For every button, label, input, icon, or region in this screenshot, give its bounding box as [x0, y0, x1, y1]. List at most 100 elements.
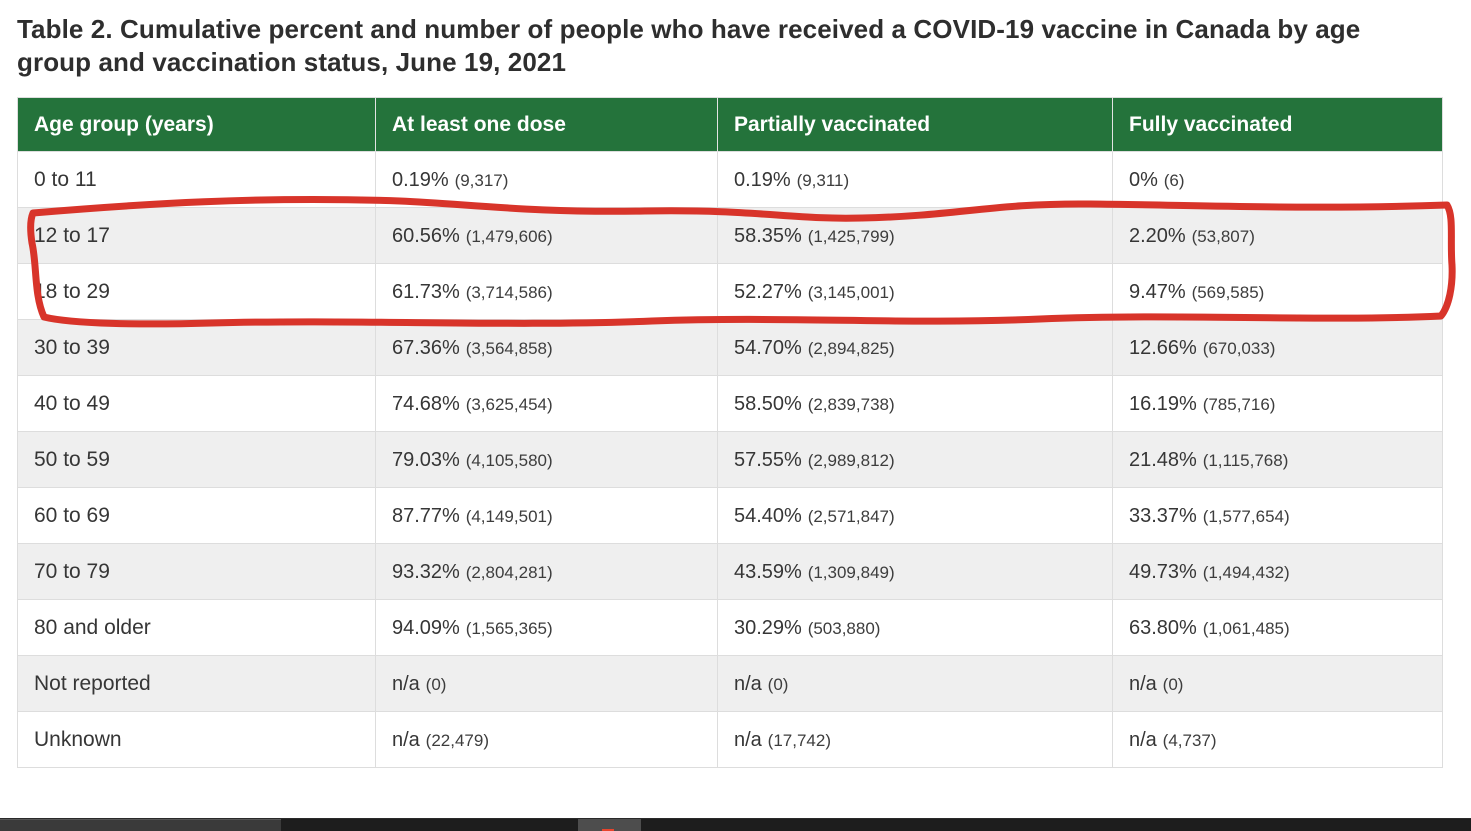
value-cell: 2.20% (53,807): [1112, 207, 1443, 264]
value-cell: 93.32% (2,804,281): [375, 543, 718, 600]
table-row: Unknown n/a (22,479) n/a (17,742) n/a (4…: [17, 711, 1443, 768]
count-value: (0): [1162, 674, 1184, 694]
count-value: (2,989,812): [807, 450, 895, 470]
percent-value: 54.70%: [734, 336, 802, 359]
count-value: (785,716): [1202, 394, 1276, 414]
percent-value: 87.77%: [392, 504, 460, 527]
taskbar-left-segment[interactable]: [0, 819, 281, 831]
column-header-age-group: Age group (years): [17, 97, 376, 152]
count-value: (0): [425, 674, 447, 694]
percent-value: 52.27%: [734, 280, 802, 303]
count-value: (3,625,454): [465, 394, 553, 414]
table-row-highlighted: 12 to 17 60.56% (1,479,606) 58.35% (1,42…: [17, 207, 1443, 264]
percent-value: 67.36%: [392, 336, 460, 359]
value-cell: 87.77% (4,149,501): [375, 487, 718, 544]
count-value: (1,309,849): [807, 562, 895, 582]
count-value: (3,145,001): [807, 282, 895, 302]
percent-value: 43.59%: [734, 560, 802, 583]
value-cell: 54.70% (2,894,825): [717, 319, 1113, 376]
count-value: (1,577,654): [1202, 506, 1290, 526]
percent-value: 2.20%: [1129, 224, 1186, 247]
header-row: Age group (years) At least one dose Part…: [17, 97, 1443, 152]
column-header-one-dose: At least one dose: [375, 97, 718, 152]
count-value: (6): [1163, 170, 1185, 190]
count-value: (9,317): [454, 170, 509, 190]
count-value: (1,425,799): [807, 226, 895, 246]
value-cell: 0.19% (9,311): [717, 151, 1113, 208]
page-title: Table 2. Cumulative percent and number o…: [17, 14, 1361, 78]
value-cell: 43.59% (1,309,849): [717, 543, 1113, 600]
percent-value: 61.73%: [392, 280, 460, 303]
table-row-highlighted: 18 to 29 61.73% (3,714,586) 52.27% (3,14…: [17, 263, 1443, 320]
percent-value: 93.32%: [392, 560, 460, 583]
vaccination-table-container: Age group (years) At least one dose Part…: [17, 97, 1443, 768]
value-cell: 74.68% (3,625,454): [375, 375, 718, 432]
count-value: (2,894,825): [807, 338, 895, 358]
table-row: 70 to 79 93.32% (2,804,281) 43.59% (1,30…: [17, 543, 1443, 600]
value-cell: 61.73% (3,714,586): [375, 263, 718, 320]
table-row: Not reported n/a (0) n/a (0) n/a (0): [17, 655, 1443, 712]
count-value: (3,564,858): [465, 338, 553, 358]
count-value: (22,479): [425, 730, 489, 750]
count-value: (1,479,606): [465, 226, 553, 246]
value-cell: n/a (4,737): [1112, 711, 1443, 768]
percent-value: 21.48%: [1129, 448, 1197, 471]
percent-value: 57.55%: [734, 448, 802, 471]
value-cell: 0.19% (9,317): [375, 151, 718, 208]
table-row: 30 to 39 67.36% (3,564,858) 54.70% (2,89…: [17, 319, 1443, 376]
table-row: 60 to 69 87.77% (4,149,501) 54.40% (2,57…: [17, 487, 1443, 544]
value-cell: 9.47% (569,585): [1112, 263, 1443, 320]
count-value: (1,115,768): [1202, 450, 1289, 470]
value-cell: n/a (0): [375, 655, 718, 712]
value-cell: 60.56% (1,479,606): [375, 207, 718, 264]
percent-value: 74.68%: [392, 392, 460, 415]
percent-value: n/a: [392, 728, 420, 751]
count-value: (503,880): [807, 618, 881, 638]
age-group-cell: 40 to 49: [17, 375, 376, 432]
vaccination-table: Age group (years) At least one dose Part…: [17, 97, 1443, 768]
percent-value: n/a: [1129, 672, 1157, 695]
age-group-cell: 0 to 11: [17, 151, 376, 208]
count-value: (4,149,501): [465, 506, 553, 526]
count-value: (2,839,738): [807, 394, 895, 414]
active-app-indicator: [602, 829, 614, 831]
percent-value: n/a: [392, 672, 420, 695]
age-group-cell: 30 to 39: [17, 319, 376, 376]
value-cell: n/a (0): [717, 655, 1113, 712]
count-value: (2,571,847): [807, 506, 895, 526]
value-cell: 0% (6): [1112, 151, 1443, 208]
value-cell: 54.40% (2,571,847): [717, 487, 1113, 544]
percent-value: n/a: [1129, 728, 1157, 751]
count-value: (4,105,580): [465, 450, 553, 470]
count-value: (2,804,281): [465, 562, 553, 582]
value-cell: 49.73% (1,494,432): [1112, 543, 1443, 600]
percent-value: 0%: [1129, 168, 1158, 191]
percent-value: 58.35%: [734, 224, 802, 247]
value-cell: 67.36% (3,564,858): [375, 319, 718, 376]
count-value: (1,061,485): [1202, 618, 1290, 638]
value-cell: 16.19% (785,716): [1112, 375, 1443, 432]
percent-value: 60.56%: [392, 224, 460, 247]
table-row: 40 to 49 74.68% (3,625,454) 58.50% (2,83…: [17, 375, 1443, 432]
percent-value: 49.73%: [1129, 560, 1197, 583]
count-value: (670,033): [1202, 338, 1276, 358]
value-cell: n/a (0): [1112, 655, 1443, 712]
percent-value: 54.40%: [734, 504, 802, 527]
taskbar-active-app-button[interactable]: [578, 819, 641, 831]
age-group-cell: 60 to 69: [17, 487, 376, 544]
value-cell: 52.27% (3,145,001): [717, 263, 1113, 320]
percent-value: 58.50%: [734, 392, 802, 415]
count-value: (569,585): [1191, 282, 1265, 302]
percent-value: 0.19%: [392, 168, 449, 191]
percent-value: 33.37%: [1129, 504, 1197, 527]
percent-value: 79.03%: [392, 448, 460, 471]
count-value: (9,311): [796, 170, 850, 190]
value-cell: 21.48% (1,115,768): [1112, 431, 1443, 488]
count-value: (4,737): [1162, 730, 1217, 750]
percent-value: 30.29%: [734, 616, 802, 639]
table-row: 50 to 59 79.03% (4,105,580) 57.55% (2,98…: [17, 431, 1443, 488]
count-value: (0): [767, 674, 789, 694]
value-cell: 30.29% (503,880): [717, 599, 1113, 656]
count-value: (1,565,365): [465, 618, 553, 638]
table-row: 0 to 11 0.19% (9,317) 0.19% (9,311) 0% (…: [17, 151, 1443, 208]
